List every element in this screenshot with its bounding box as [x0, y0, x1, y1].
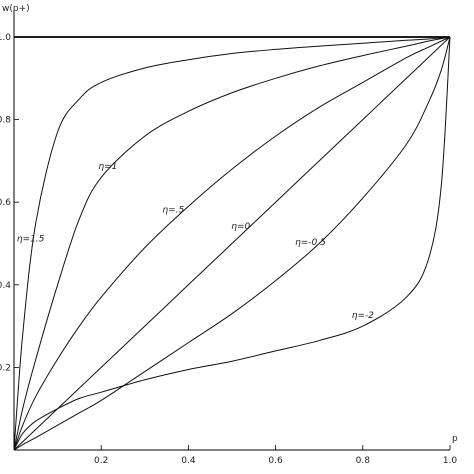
x-tick-label: 0.4: [181, 456, 196, 466]
curve-series-0: [13, 36, 451, 451]
curve-label: η=0: [231, 222, 250, 232]
curve-label: η=.5: [162, 206, 184, 216]
curves: [13, 36, 451, 451]
curve-label: η=-2: [352, 311, 374, 321]
x-axis-label: p: [452, 434, 458, 444]
curve-label: η=-0.5: [295, 238, 326, 248]
curve-series-2: [13, 36, 451, 451]
y-tick-label: 0.2: [0, 363, 11, 373]
y-tick-label: 1.0: [0, 33, 11, 43]
x-tick-label: 0.8: [356, 456, 371, 466]
curve-series-3: [13, 36, 451, 451]
curve-series-5: [13, 36, 451, 451]
x-tick-label: 0.6: [268, 456, 283, 466]
curve-series-4: [13, 36, 451, 451]
curve-label: η=1: [98, 162, 117, 172]
x-tick-label: 1.0: [443, 456, 458, 466]
axes: 0.2 0.4 0.6 0.8 1.0 0.2 0.4 0.6 0.8 1.0 p w(p+): [0, 4, 458, 466]
y-tick-label: 0.4: [0, 281, 11, 291]
x-tick-label: 0.2: [94, 456, 108, 466]
y-tick-label: 0.8: [0, 116, 11, 126]
curve-label: η=1.5: [17, 234, 45, 244]
y-tick-label: 0.6: [0, 198, 11, 208]
curve-series-1: [13, 36, 451, 451]
labels: η=1.5 η=1 η=.5 η=0 η=-0.5 η=-2: [17, 162, 374, 321]
y-axis-label: w(p+): [2, 4, 30, 14]
